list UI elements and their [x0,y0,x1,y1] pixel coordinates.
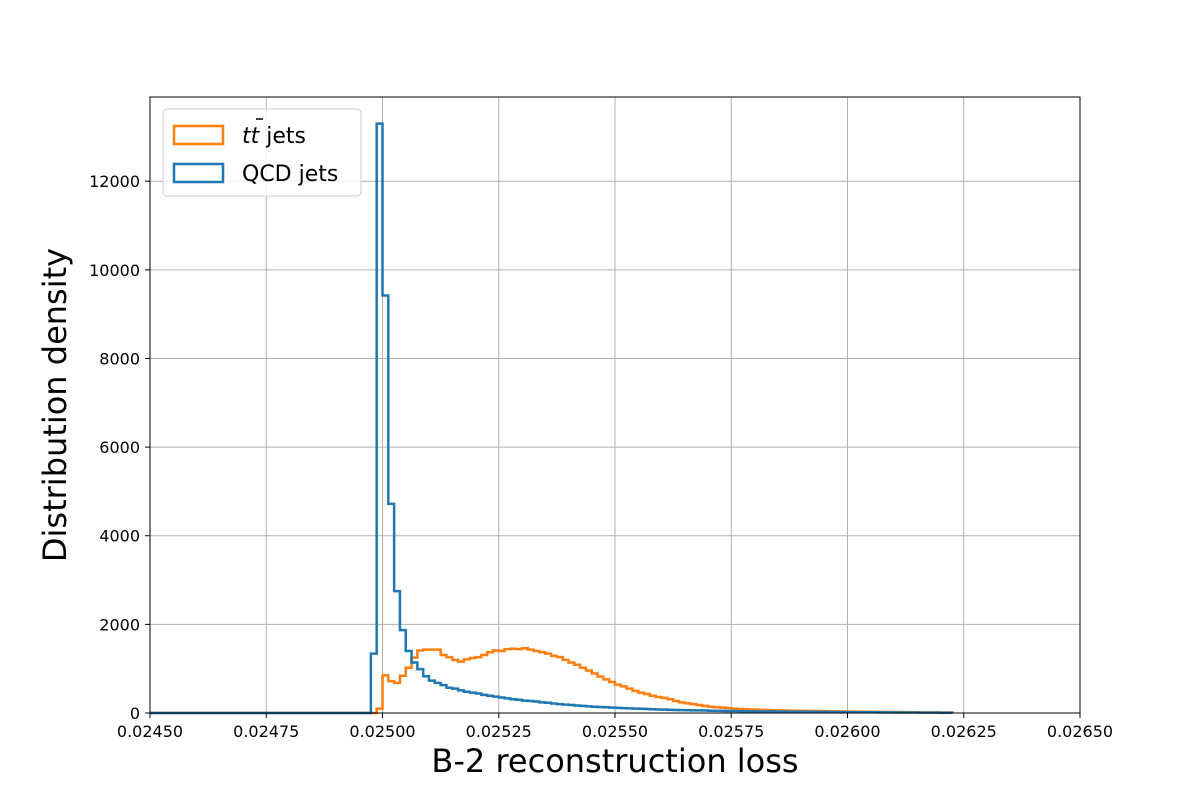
y-axis-ticks: 0 2000 4000 6000 8000 10000 12000 [89,172,150,723]
series-step-qcd-jets [150,122,954,715]
x-tick-label: 0.02525 [466,722,532,741]
x-tick-label: 0.02625 [931,722,997,741]
x-tick-label: 0.02500 [349,722,415,741]
x-tick-label: 0.02550 [582,722,648,741]
y-tick-label: 8000 [99,349,140,368]
legend: tt jets QCD jets [162,108,362,197]
series-layer [150,122,954,715]
y-tick-label: 10000 [89,261,140,280]
y-tick-label: 2000 [99,615,140,634]
legend-label-tt-suffix: jets [259,124,306,149]
legend-swatch-qcd-jets [172,162,225,184]
y-tick-label: 12000 [89,172,140,191]
x-tick-label: 0.02600 [814,722,880,741]
x-axis-ticks: 0.02450 0.02475 0.02500 0.02525 0.02550 0.025… [117,713,1113,741]
legend-swatch-tt-jets [172,124,225,146]
legend-label-qcd-jets: QCD jets [242,162,338,187]
x-tick-label: 0.02450 [117,722,183,741]
y-tick-label: 0 [130,704,140,723]
y-axis-title: Distribution density [36,248,74,562]
x-tick-label: 0.02475 [233,722,299,741]
x-tick-label: 0.02575 [698,722,764,741]
legend-box [162,108,362,197]
legend-label-tt-main: tt [242,124,261,149]
legend-label-tt-jets: tt jets [242,124,306,149]
y-tick-label: 4000 [99,527,140,546]
x-tick-label: 0.02650 [1047,722,1113,741]
x-axis-title: B-2 reconstruction loss [431,742,798,780]
y-tick-label: 6000 [99,438,140,457]
